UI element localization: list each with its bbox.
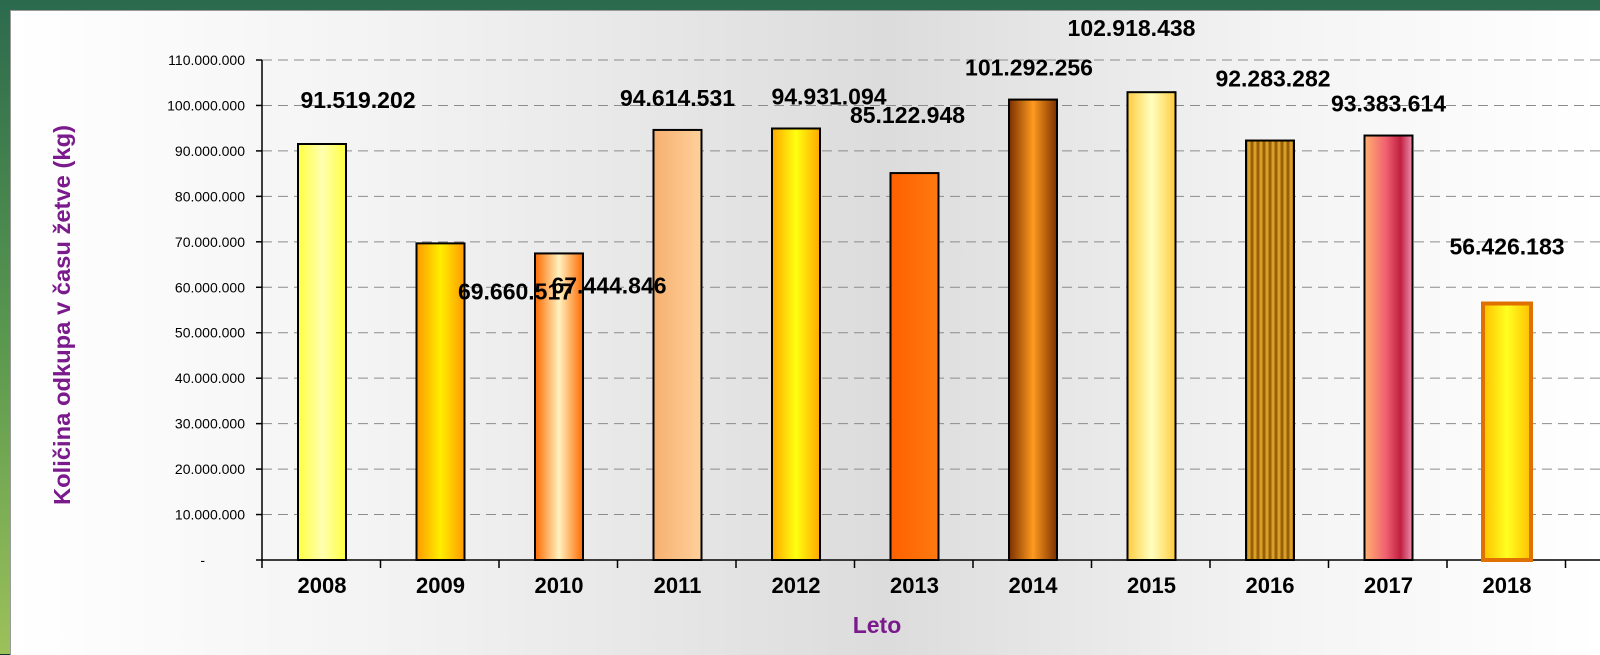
- bar-2013: [889, 172, 940, 561]
- bar-2014: [1008, 98, 1058, 561]
- data-label-2017: 93.383.614: [1331, 91, 1446, 117]
- data-label-2011: 94.614.531: [620, 85, 735, 111]
- y-tick-label: 20.000.000: [175, 461, 245, 477]
- x-tick-label: 2009: [416, 573, 465, 598]
- x-tick-label: 2008: [298, 573, 347, 598]
- x-axis: [261, 559, 1600, 568]
- bar-2017: [1363, 134, 1414, 561]
- data-label-2018: 56.426.183: [1449, 234, 1564, 260]
- x-tick-label: 2011: [654, 573, 702, 598]
- x-tick-label: 2015: [1127, 573, 1176, 598]
- y-tick-label: 110.000.000: [168, 52, 245, 68]
- bar-2016: [1245, 139, 1295, 561]
- data-label-2016: 92.283.282: [1215, 66, 1330, 92]
- bar-2009: [415, 242, 466, 561]
- x-tick-label: 2010: [535, 573, 584, 598]
- y-tick-labels: - 10.000.000 20.000.000 30.000.000 40.000.00…: [167, 52, 245, 568]
- x-tick-label: 2014: [1009, 573, 1059, 598]
- y-axis: [256, 59, 263, 561]
- x-axis-title: Leto: [853, 612, 902, 638]
- y-tick-label: 60.000.000: [175, 279, 245, 295]
- bar-2010: [534, 252, 584, 561]
- data-label-2009: 69.660.517: [458, 278, 573, 304]
- data-label-2014: 101.292.256: [965, 55, 1093, 81]
- y-tick-label: 40.000.000: [175, 370, 245, 386]
- data-label-2010: 67.444.846: [551, 272, 666, 298]
- y-axis-title: Količina odkupa v času žetve (kg): [49, 125, 75, 505]
- bar-2008: [297, 143, 347, 561]
- x-tick-label: 2012: [772, 573, 821, 598]
- bar-2011: [652, 128, 703, 561]
- y-tick-label: 50.000.000: [175, 325, 245, 341]
- y-tick-label: 80.000.000: [175, 188, 245, 204]
- y-tick-label: 10.000.000: [175, 507, 245, 523]
- x-tick-label: 2017: [1364, 573, 1413, 598]
- x-tick-label: 2013: [890, 573, 939, 598]
- y-tick-label: 100.000.000: [167, 97, 245, 113]
- bar-series: [297, 91, 1533, 562]
- data-label-2008: 91.519.202: [300, 87, 415, 113]
- x-tick-labels: 2008 2009 2010 2011 2012 2013 2014 2015 2016 2017…: [298, 573, 1532, 598]
- data-label-2015: 102.918.438: [1068, 15, 1196, 41]
- data-label-2012: 94.931.094: [771, 83, 886, 109]
- data-label-2013: 85.122.948: [850, 102, 965, 128]
- y-tick-label: -: [200, 552, 205, 568]
- x-tick-label: 2016: [1246, 573, 1295, 598]
- bar-2012: [771, 127, 821, 561]
- bar-2015: [1126, 91, 1177, 562]
- bar-2018: [1481, 301, 1533, 562]
- y-tick-label: 70.000.000: [175, 234, 245, 250]
- y-tick-label: 90.000.000: [175, 143, 245, 159]
- y-tick-label: 30.000.000: [175, 416, 245, 432]
- x-tick-label: 2018: [1483, 573, 1532, 598]
